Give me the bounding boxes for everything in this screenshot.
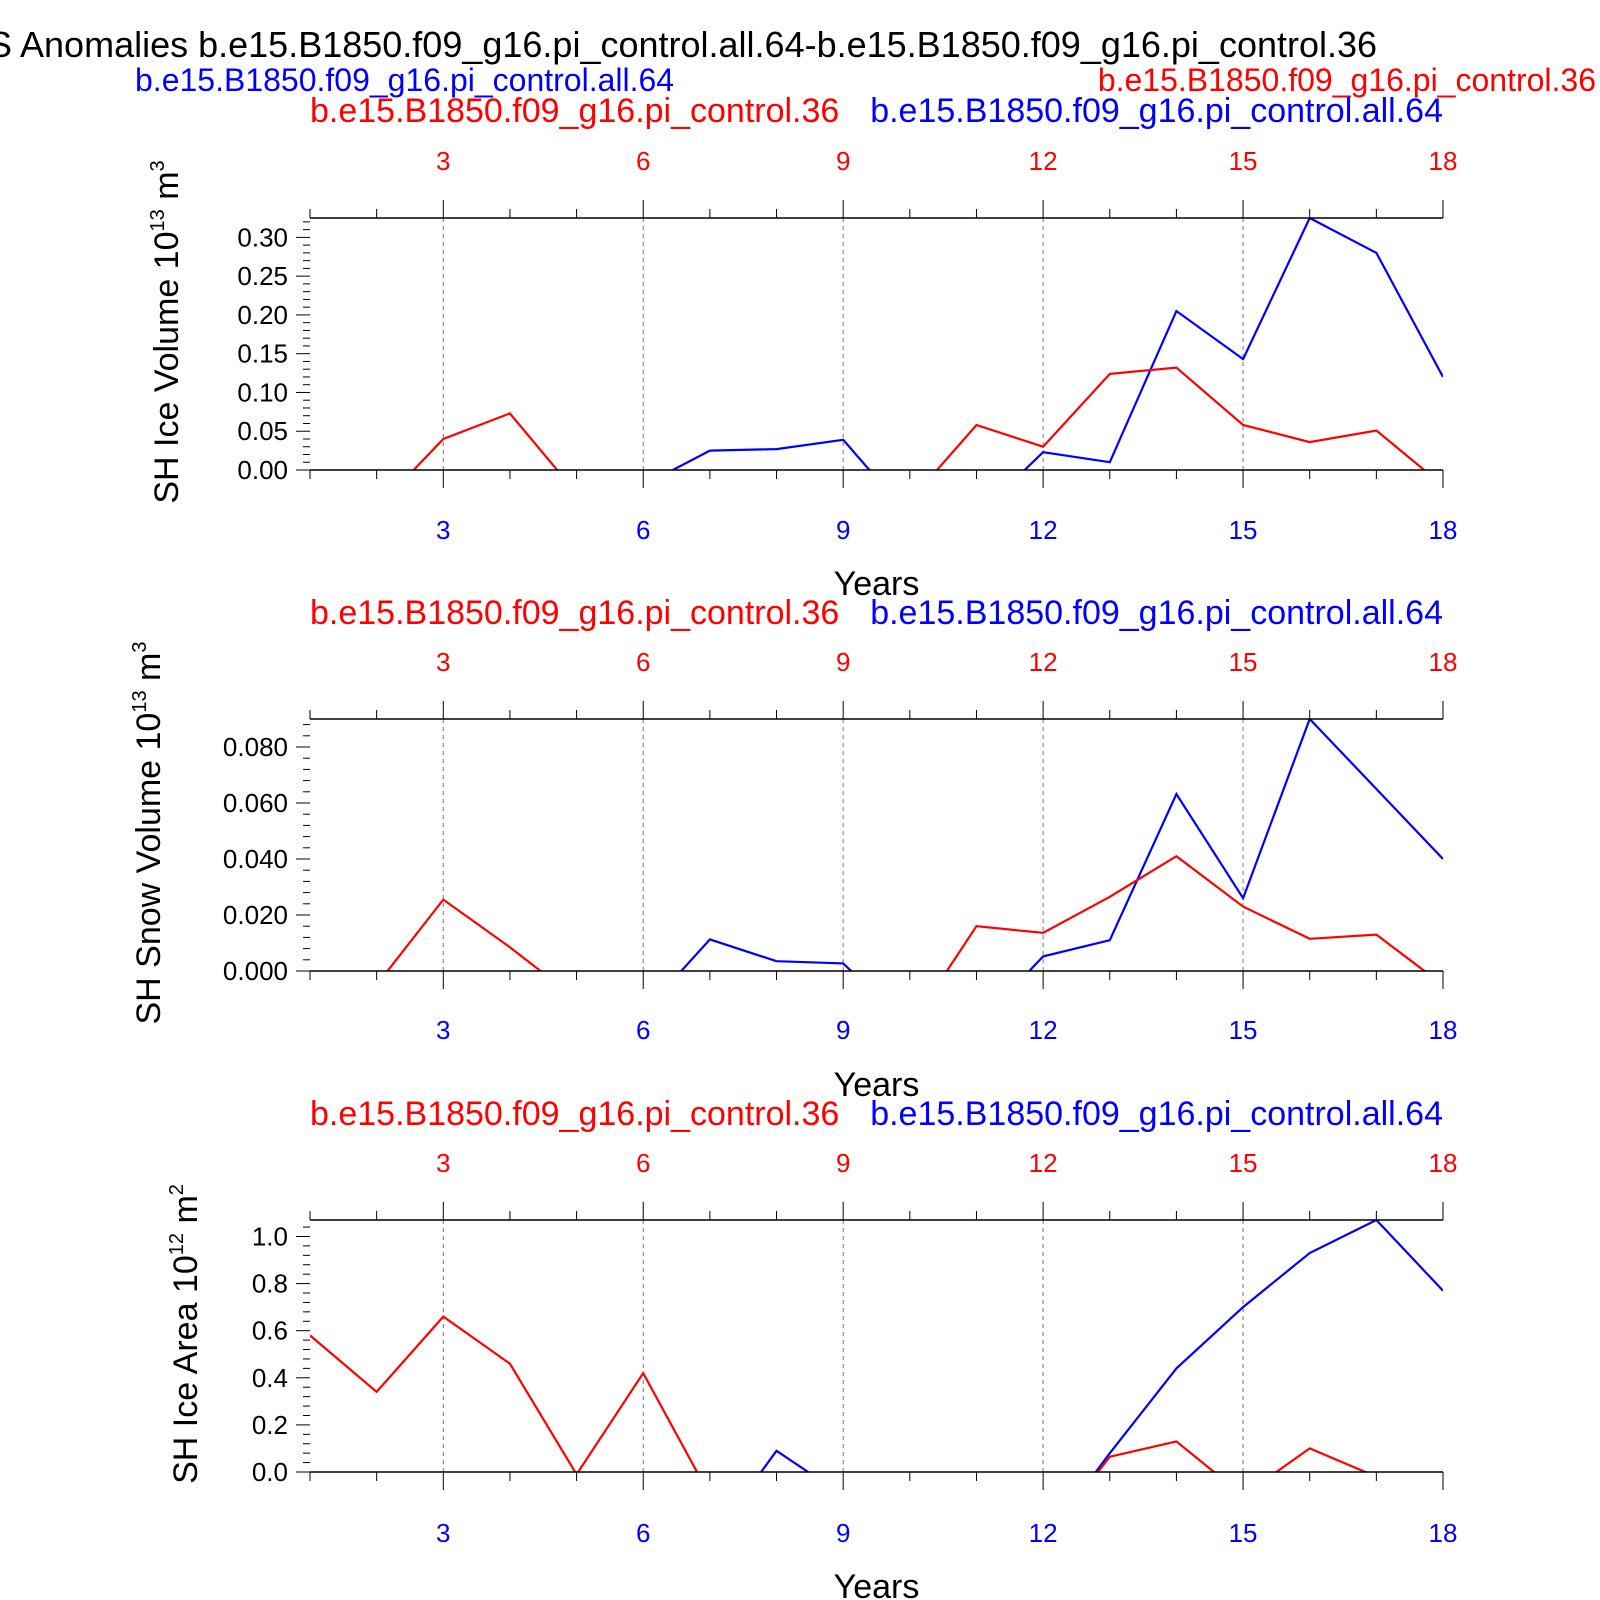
series-line-all64 [679, 719, 1443, 971]
x-tick-label-bottom: 18 [1429, 1518, 1458, 1548]
chart-panel-3: 3 3 6 6 9 9 12 12 15 15 18 18 0.0 0.2 0.4 0.6 0.8 1.0 b.e1… [166, 1095, 1457, 1600]
series-line-all64 [670, 218, 1443, 470]
x-tick-label-bottom: 6 [636, 515, 650, 545]
y-tick-label: 0.05 [237, 416, 288, 446]
x-tick-label-top: 6 [636, 1148, 650, 1178]
y-tick-label: 0.020 [223, 900, 288, 930]
y-tick-label: 0.2 [252, 1410, 288, 1440]
x-tick-label-bottom: 9 [836, 1518, 850, 1548]
y-tick-label: 0.30 [237, 222, 288, 252]
y-tick-label: 0.060 [223, 788, 288, 818]
y-tick-label: 0.4 [252, 1363, 288, 1393]
series-line-36 [412, 366, 1426, 470]
y-tick-label: 0.8 [252, 1269, 288, 1299]
x-tick-label-bottom: 12 [1029, 1015, 1058, 1045]
x-tick-label-top: 3 [436, 647, 450, 677]
panel-title-case2: b.e15.B1850.f09_g16.pi_control.36 [310, 594, 839, 632]
x-tick-label-bottom: 6 [636, 1518, 650, 1548]
y-tick-label: 0.040 [223, 844, 288, 874]
x-tick-label-top: 9 [836, 146, 850, 176]
y-tick-label: 0.0 [252, 1457, 288, 1487]
legend-case2: b.e15.B1850.f09_g16.pi_control.36 [1098, 62, 1596, 98]
x-tick-label-bottom: 9 [836, 1015, 850, 1045]
series-line-all64 [759, 1220, 1443, 1472]
chart-panel-1: 3 3 6 6 9 9 12 12 15 15 18 18 0.00 0.05 0.10 0.15 0.20 0.… [147, 92, 1457, 603]
x-tick-label-bottom: 15 [1229, 515, 1258, 545]
x-tick-label-top: 15 [1229, 647, 1258, 677]
x-tick-label-top: 18 [1429, 146, 1458, 176]
x-tick-label-bottom: 3 [436, 515, 450, 545]
panels: 3 3 6 6 9 9 12 12 15 15 18 18 0.00 0.05 0.10 0.15 0.20 0.… [129, 92, 1457, 1600]
y-tick-label: 0.25 [237, 261, 288, 291]
panel-title-case2: b.e15.B1850.f09_g16.pi_control.36 [310, 92, 839, 130]
panel-title-case1: b.e15.B1850.f09_g16.pi_control.all.64 [870, 594, 1443, 632]
y-tick-label: 0.10 [237, 377, 288, 407]
x-tick-label-bottom: 12 [1029, 1518, 1058, 1548]
x-tick-label-top: 12 [1029, 1148, 1058, 1178]
x-tick-label-top: 9 [836, 647, 850, 677]
x-tick-label-bottom: 12 [1029, 515, 1058, 545]
y-axis-label: SH Ice Volume 1013 m3 [147, 160, 186, 503]
x-tick-label-bottom: 3 [436, 1015, 450, 1045]
x-tick-label-bottom: 6 [636, 1015, 650, 1045]
x-tick-label-top: 6 [636, 146, 650, 176]
series-line-36 [310, 1315, 1369, 1472]
x-tick-label-top: 3 [436, 146, 450, 176]
y-tick-label: 0.00 [237, 455, 288, 485]
panel-title-case1: b.e15.B1850.f09_g16.pi_control.all.64 [870, 1095, 1443, 1133]
y-tick-label: 0.000 [223, 956, 288, 986]
legend-case1: b.e15.B1850.f09_g16.pi_control.all.64 [135, 62, 674, 98]
x-tick-label-top: 9 [836, 1148, 850, 1178]
x-tick-label-bottom: 9 [836, 515, 850, 545]
x-tick-label-bottom: 18 [1429, 515, 1458, 545]
x-tick-label-top: 15 [1229, 1148, 1258, 1178]
x-tick-label-bottom: 18 [1429, 1015, 1458, 1045]
x-tick-label-bottom: 3 [436, 1518, 450, 1548]
series-line-36 [386, 854, 1427, 971]
y-tick-label: 0.6 [252, 1316, 288, 1346]
x-tick-label-top: 12 [1029, 647, 1058, 677]
x-axis-label: Years [834, 565, 920, 603]
y-tick-label: 0.20 [237, 300, 288, 330]
x-axis-label: Years [834, 1568, 920, 1600]
x-axis-label: Years [834, 1066, 920, 1104]
y-tick-label: 1.0 [252, 1221, 288, 1251]
x-tick-label-top: 6 [636, 647, 650, 677]
panel-title-case2: b.e15.B1850.f09_g16.pi_control.36 [310, 1095, 839, 1133]
x-tick-label-top: 18 [1429, 647, 1458, 677]
x-tick-label-bottom: 15 [1229, 1518, 1258, 1548]
panel-title-case1: b.e15.B1850.f09_g16.pi_control.all.64 [870, 92, 1443, 130]
x-tick-label-bottom: 15 [1229, 1015, 1258, 1045]
page-title: S Anomalies b.e15.B1850.f09_g16.pi_contr… [0, 24, 1377, 65]
x-tick-label-top: 12 [1029, 146, 1058, 176]
x-tick-label-top: 18 [1429, 1148, 1458, 1178]
x-tick-label-top: 3 [436, 1148, 450, 1178]
x-tick-label-top: 15 [1229, 146, 1258, 176]
y-tick-label: 0.15 [237, 339, 288, 369]
y-axis-label: SH Snow Volume 1013 m3 [129, 642, 168, 1025]
chart-panel-2: 3 3 6 6 9 9 12 12 15 15 18 18 0.000 0.020 0.040 0.060 0.… [129, 594, 1457, 1104]
y-axis-label: SH Ice Area 1012 m2 [166, 1184, 205, 1484]
y-tick-label: 0.080 [223, 732, 288, 762]
